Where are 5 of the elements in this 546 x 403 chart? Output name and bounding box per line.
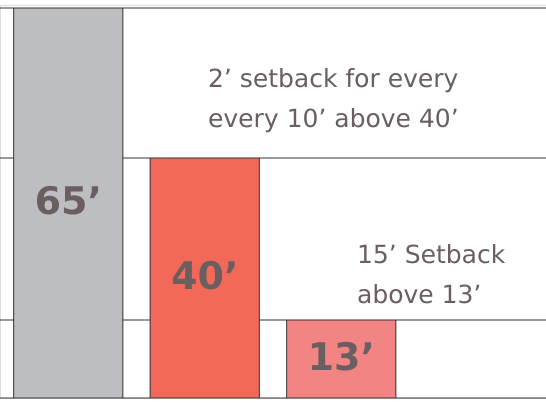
annotation: 2’ setback for every every 10’ above 40’	[208, 64, 459, 133]
data-label: 65’	[34, 179, 102, 223]
data-label: 13’	[308, 335, 375, 379]
data-label: 40’	[171, 254, 238, 298]
annotation: 15’ Setback above 13’	[357, 240, 506, 309]
